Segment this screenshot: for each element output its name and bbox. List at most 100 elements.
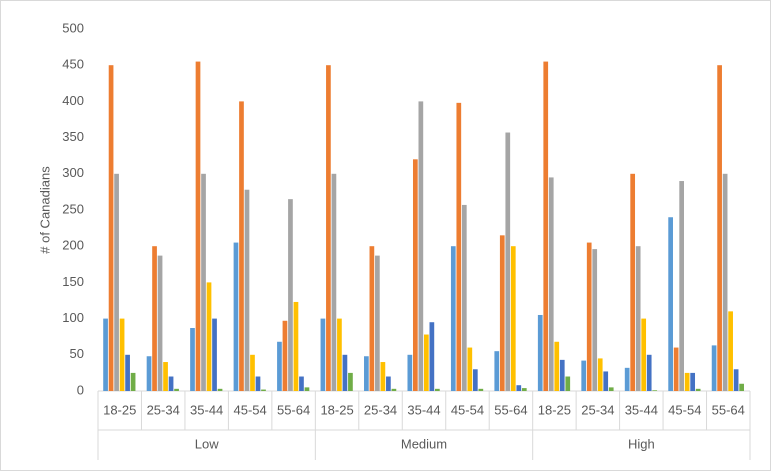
bar <box>429 322 435 391</box>
bar <box>299 376 304 391</box>
x-tick-label: 25-34 <box>147 402 180 417</box>
bar <box>407 354 413 391</box>
bar <box>450 246 456 391</box>
bar <box>146 356 152 391</box>
chart-frame <box>0 0 771 471</box>
bar <box>630 173 636 391</box>
bar <box>668 217 673 391</box>
y-tick-label: 400 <box>62 93 84 108</box>
bar <box>733 369 739 391</box>
bar <box>435 388 440 391</box>
bar <box>130 372 136 391</box>
bar <box>337 318 342 391</box>
bar <box>348 372 353 391</box>
x-tick-label: 18-25 <box>320 402 353 417</box>
x-tick-label: 45-54 <box>451 402 484 417</box>
bar <box>652 390 658 391</box>
bar <box>250 354 255 391</box>
y-tick-label: 150 <box>62 274 84 289</box>
bar <box>728 311 733 391</box>
bar <box>461 204 467 391</box>
bar <box>554 341 560 391</box>
x-tick-label: 45-54 <box>234 402 267 417</box>
bar <box>125 354 130 391</box>
x-tick-label: 35-44 <box>625 402 658 417</box>
x-tick-label: 35-44 <box>190 402 223 417</box>
bar <box>304 387 310 391</box>
bar <box>679 181 684 391</box>
bar <box>684 372 690 391</box>
bar <box>293 301 299 391</box>
bar <box>510 246 516 391</box>
x-tick-label: 25-34 <box>364 402 397 417</box>
bar <box>695 388 701 391</box>
x-tick-label: 55-64 <box>494 402 527 417</box>
x-tick-label: 18-25 <box>103 402 136 417</box>
bar <box>152 246 157 391</box>
bar <box>168 376 174 391</box>
bar <box>472 369 478 391</box>
bar <box>467 347 473 391</box>
bar <box>163 362 168 391</box>
bar <box>326 65 331 391</box>
y-tick-label: 500 <box>62 20 84 35</box>
bar <box>624 367 630 391</box>
bar <box>255 376 261 391</box>
bar <box>375 255 380 391</box>
bar <box>641 318 647 391</box>
y-tick-label: 50 <box>70 346 84 361</box>
x-tick-label: 18-25 <box>538 402 571 417</box>
bar <box>418 101 424 392</box>
bar <box>494 351 500 391</box>
bar <box>559 359 565 391</box>
bar <box>212 318 217 391</box>
bar <box>537 314 543 391</box>
x-tick-label: 55-64 <box>712 402 745 417</box>
bar <box>603 371 609 391</box>
bar <box>331 173 337 391</box>
bar <box>108 65 114 391</box>
bar <box>548 177 554 391</box>
bar <box>217 388 223 391</box>
bar <box>386 376 391 391</box>
bar <box>201 173 206 391</box>
bar <box>391 388 397 391</box>
group-label: Medium <box>401 436 447 451</box>
bar <box>586 242 592 391</box>
bar <box>646 354 652 391</box>
bar <box>521 388 527 391</box>
bar <box>424 334 429 391</box>
y-tick-label: 450 <box>62 57 84 72</box>
group-label: High <box>628 436 655 451</box>
y-tick-label: 0 <box>77 382 84 397</box>
y-tick-label: 350 <box>62 129 84 144</box>
bar <box>320 318 326 391</box>
bar <box>288 199 293 391</box>
bar <box>233 242 239 391</box>
bar <box>635 246 641 391</box>
bar <box>119 318 125 391</box>
bar <box>282 320 288 391</box>
bar <box>190 328 195 391</box>
group-label: Low <box>195 436 219 451</box>
bar <box>581 360 587 391</box>
bar <box>499 235 505 391</box>
bar <box>478 388 484 391</box>
bar <box>608 387 614 391</box>
bar <box>277 341 282 391</box>
bar <box>543 61 549 392</box>
y-axis-label: # of Canadians <box>37 166 52 254</box>
x-tick-label: 25-34 <box>581 402 614 417</box>
bar <box>565 376 571 391</box>
bar <box>195 61 201 392</box>
bar <box>711 345 717 391</box>
bar <box>597 358 603 391</box>
y-tick-label: 250 <box>62 201 84 216</box>
y-tick-label: 100 <box>62 310 84 325</box>
bar <box>516 385 522 391</box>
bar <box>103 318 108 391</box>
bar <box>412 159 418 391</box>
bar <box>690 372 696 391</box>
x-tick-label: 35-44 <box>407 402 440 417</box>
